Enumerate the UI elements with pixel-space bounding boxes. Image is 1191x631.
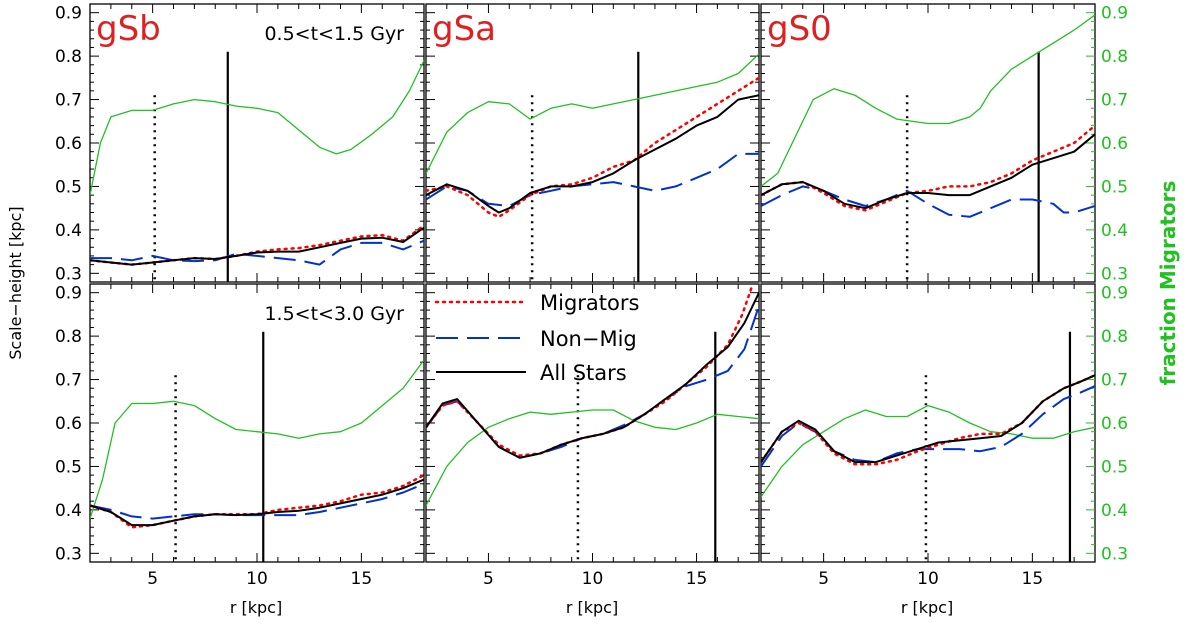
panel-r1c0-xtick-label: 5 (147, 569, 158, 589)
panel-r0c2-y2tick-label: 0.7 (1101, 91, 1128, 111)
panel-r1c0-ytick-label: 0.5 (55, 457, 82, 477)
panel-r1c2-line-fraction (761, 404, 1095, 498)
panel-r0c2-y2tick-label: 0.6 (1101, 134, 1128, 154)
panel-r1c1: 5 10 15 (425, 283, 760, 589)
panel-r0c0-ytick-label: 0.9 (55, 4, 82, 24)
panel-r1c2-frame (760, 283, 1096, 563)
panel-r1c0-line-all-stars (90, 478, 424, 527)
panel-r0c1-line-migrators (426, 76, 759, 219)
panel-r1c2-line-all-stars (761, 374, 1095, 464)
panel-r1c1-line-fraction (426, 409, 759, 506)
panel-r0c1-series (426, 53, 759, 219)
panel-r1c0-ytick-label: 0.9 (55, 284, 82, 304)
panel-r1c0: 0.3 0.4 0.5 0.6 0.7 0.8 0.9 5 10 15 1.5<t<3.0 Gyr (55, 283, 425, 589)
panel-r0c0-ytick-label: 0.8 (55, 47, 82, 67)
x-axis-label-3: r [kpc] (901, 598, 953, 617)
panel-r0c0-ytick-label: 0.7 (55, 91, 82, 111)
right-axis-label-migrators: Migrators (1156, 181, 1180, 291)
panel-r0c2-y2tick-label: 0.8 (1101, 47, 1128, 67)
panel-r0c2-line-non-mig (761, 185, 1095, 218)
panel-r0c0-ytick-label: 0.3 (55, 264, 82, 284)
panel-r1c0-ytick-label: 0.6 (55, 414, 82, 434)
panel-r0c0-line-non-mig (90, 239, 424, 266)
panel-r1c0-xtick-label: 15 (351, 569, 373, 589)
right-axis-label: fraction Migrators (1156, 181, 1180, 386)
panel-r0c2-line-migrators (761, 124, 1095, 212)
legend-label-all-stars: All Stars (540, 361, 627, 385)
panel-r1c2-xtick-label: 5 (818, 569, 829, 589)
panel-r1c1-xtick-label: 10 (582, 569, 604, 589)
panel-r1c0-line-fraction (90, 359, 424, 519)
panel-r1c2-line-migrators (761, 373, 1095, 466)
panel-r1c2-y2tick-label: 0.8 (1101, 327, 1128, 347)
panel-r1c2: 0.3 0.4 0.5 0.6 0.7 0.8 0.9 5 10 15 (760, 283, 1128, 589)
panel-r1c0-ytick-label: 0.7 (55, 371, 82, 391)
panel-r0c1-line-all-stars (426, 94, 759, 214)
right-axis-label-fraction: fraction (1156, 297, 1180, 385)
panel-r0c0-label: gSb (96, 9, 161, 49)
panel-r1c2-y2tick-label: 0.6 (1101, 414, 1128, 434)
panel-r1c2-y2tick-label: 0.3 (1101, 544, 1128, 564)
panel-r0c1-line-non-mig (426, 152, 759, 207)
y-axis-label: Scale−height [kpc] (6, 206, 25, 359)
right-axis-label-text: fraction Migrators (1156, 181, 1180, 386)
panel-r1c1-xtick-label: 5 (483, 569, 494, 589)
panel-r0c0-ytick-label: 0.5 (55, 177, 82, 197)
panel-r0c2-line-fraction (761, 14, 1095, 187)
panel-r0c0-time-label: 0.5<t<1.5 Gyr (264, 23, 404, 45)
panel-r0c0-ytick-label: 0.6 (55, 134, 82, 154)
panel-r1c2-xtick-label: 15 (1022, 569, 1044, 589)
panel-r0c0: 0.3 0.4 0.5 0.6 0.7 0.8 0.9 gSb 0.5<t<1.5 Gyr (55, 3, 425, 284)
panel-r0c2-y2tick-label: 0.3 (1101, 264, 1128, 284)
panel-r1c0-frame (89, 283, 425, 563)
panel-r0c2-y2tick-label: 0.9 (1101, 4, 1128, 24)
panel-r0c2-y2tick-label: 0.5 (1101, 177, 1128, 197)
panel-r0c2-label: gS0 (767, 9, 832, 49)
panel-r0c2-y2tick-label: 0.4 (1101, 221, 1128, 241)
panel-r0c0-line-fraction (90, 60, 424, 196)
panel-r0c2: 0.3 0.4 0.5 0.6 0.7 0.8 0.9 gS0 (760, 3, 1128, 284)
panel-r0c1-label: gSa (432, 9, 496, 49)
panel-r1c0-ytick-label: 0.8 (55, 327, 82, 347)
panel-r0c0-ytick-label: 0.4 (55, 221, 82, 241)
x-axis-label-1: r [kpc] (230, 598, 282, 617)
x-axis-label-2: r [kpc] (566, 598, 618, 617)
panel-r1c0-time-label: 1.5<t<3.0 Gyr (264, 303, 404, 325)
panel-r1c0-xtick-label: 10 (246, 569, 268, 589)
panel-r0c1: gSa (425, 3, 760, 283)
panel-r1c2-y2tick-label: 0.4 (1101, 501, 1128, 521)
panel-r1c1-frame (425, 283, 760, 563)
panel-r0c0-line-all-stars (90, 226, 424, 266)
panel-r1c0-ytick-label: 0.4 (55, 501, 82, 521)
panel-r1c1-line-all-stars (426, 292, 759, 459)
legend-label-migrators: Migrators (540, 291, 639, 315)
panel-r1c2-xtick-label: 10 (917, 569, 939, 589)
panel-r1c1-xtick-label: 15 (686, 569, 708, 589)
panel-r0c2-line-all-stars (761, 133, 1095, 210)
panel-r0c2-series (761, 14, 1095, 218)
legend-label-non-mig: Non−Mig (540, 327, 637, 351)
panel-r1c0-series (90, 359, 424, 529)
panel-r1c0-ytick-label: 0.3 (55, 544, 82, 564)
panel-r1c2-y2tick-label: 0.9 (1101, 284, 1128, 304)
panel-r1c2-y2tick-label: 0.7 (1101, 371, 1128, 391)
panel-r1c1-series (426, 284, 759, 506)
legend: Migrators Non−Mig All Stars (434, 291, 639, 385)
panel-r0c0-series (90, 60, 424, 266)
panel-r1c2-series (761, 373, 1095, 498)
panel-r1c2-y2tick-label: 0.5 (1101, 457, 1128, 477)
panels-layer: 0.3 0.4 0.5 0.6 0.7 0.8 0.9 gSb 0.5<t<1.5 Gyr gSa… (55, 3, 1128, 589)
panel-r0c1-line-fraction (426, 53, 759, 174)
